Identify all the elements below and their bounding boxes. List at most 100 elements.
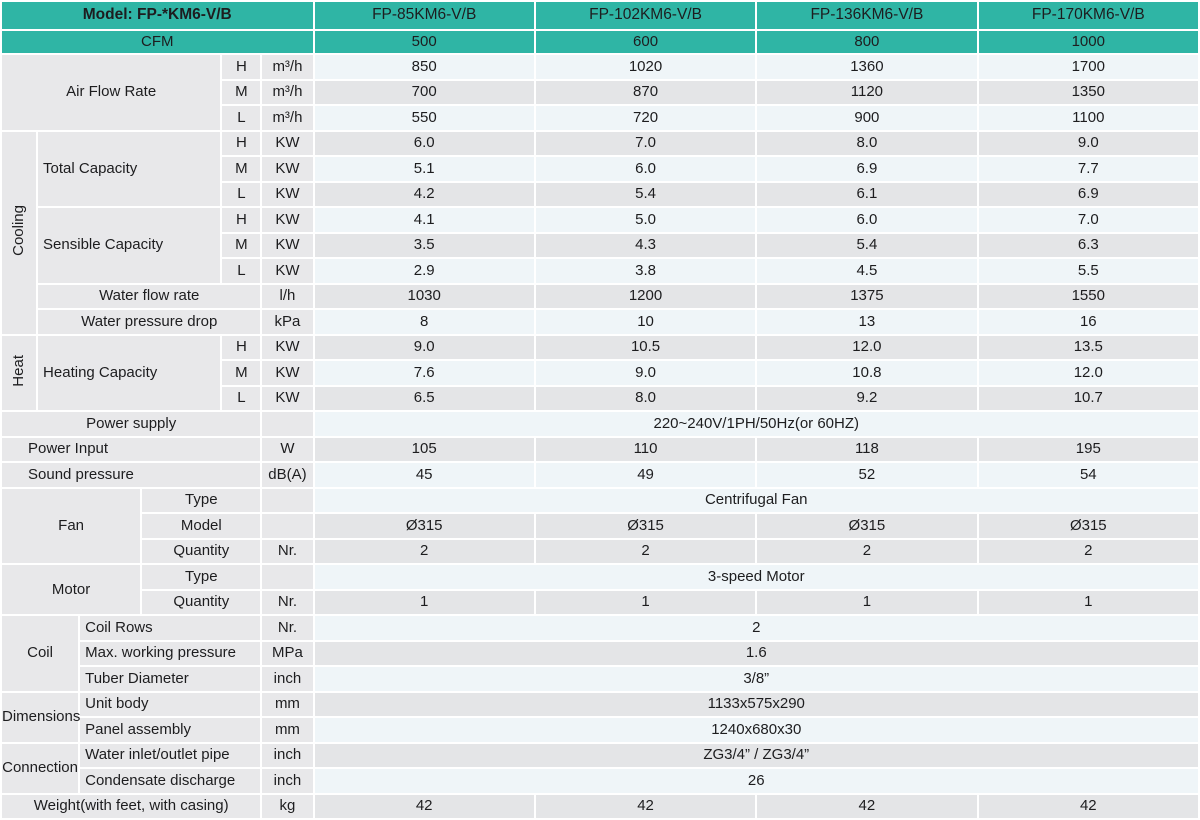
tuber-diameter-row: Tuber Diameter inch 3/8”	[2, 667, 1198, 691]
value-cell: 8	[314, 310, 534, 334]
row-label-total-capacity: Total Capacity	[38, 131, 221, 206]
value-cell: 7.0	[978, 208, 1198, 232]
heating-m-row: M KW 7.6 9.0 10.8 12.0	[2, 361, 1198, 385]
sensible-capacity-m-row: M KW 3.5 4.3 5.4 6.3	[2, 233, 1198, 257]
total-capacity-m-row: M KW 5.1 6.0 6.9 7.7	[2, 157, 1198, 181]
value-cell: 16	[978, 310, 1198, 334]
value-cell: 4.3	[535, 233, 756, 257]
header-row: Model: FP-*KM6-V/B FP-85KM6-V/B FP-102KM…	[2, 2, 1198, 29]
row-label-water-inlet-outlet-pipe: Water inlet/outlet pipe	[80, 743, 261, 767]
value-cell: 1550	[978, 284, 1198, 308]
value-cell: 550	[314, 106, 534, 130]
value-cell: 195	[978, 437, 1198, 461]
value-cell: 6.5	[314, 386, 534, 410]
value-cell: 3.5	[314, 233, 534, 257]
power-supply-row: Power supply 220~240V/1PH/50Hz(or 60HZ)	[2, 412, 1198, 436]
water-pressure-drop-row: Water pressure drop kPa 8 10 13 16	[2, 310, 1198, 334]
value-cell: 8.0	[535, 386, 756, 410]
value-cell: 6.1	[757, 182, 977, 206]
speed-label-m: M	[222, 157, 261, 181]
value-cell: 5.4	[757, 233, 977, 257]
row-label-coil-rows: Coil Rows	[80, 616, 261, 640]
value-cell: 870	[535, 80, 756, 104]
value-cell: 42	[757, 794, 977, 818]
unit-label-kw: KW	[262, 208, 313, 232]
value-cell: 2	[535, 539, 756, 563]
panel-assembly-row: Panel assembly mm 1240x680x30	[2, 718, 1198, 742]
sensible-capacity-h-row: Sensible Capacity H KW 4.1 5.0 6.0 7.0	[2, 208, 1198, 283]
value-cell: 10.7	[978, 386, 1198, 410]
value-cell: 5.4	[535, 182, 756, 206]
unit-label-kw: KW	[262, 361, 313, 385]
value-cell: 13	[757, 310, 977, 334]
value-cell: 2	[757, 539, 977, 563]
row-label-quantity: Quantity	[142, 539, 261, 563]
unit-label-nr: Nr.	[262, 616, 313, 640]
row-label-quantity: Quantity	[142, 590, 261, 614]
unit-label-mpa: MPa	[262, 641, 313, 665]
value-cell-tuber-diameter: 3/8”	[314, 667, 1198, 691]
condensate-discharge-row: Condensate discharge inch 26	[2, 769, 1198, 793]
cfm-label: CFM	[2, 31, 313, 53]
row-label-power-supply: Power supply	[2, 412, 261, 436]
sound-pressure-row: Sound pressure dB(A) 45 49 52 54	[2, 463, 1198, 487]
section-label-connection: Connection	[2, 743, 79, 793]
unit-label-kw: KW	[262, 233, 313, 257]
row-label-model: Model	[142, 514, 261, 538]
value-cell-max-working-pressure: 1.6	[314, 641, 1198, 665]
unit-label-dba: dB(A)	[262, 463, 313, 487]
value-cell: 42	[978, 794, 1198, 818]
unit-label-lh: l/h	[262, 284, 313, 308]
value-cell-motor-type: 3-speed Motor	[314, 565, 1198, 589]
value-cell: 49	[535, 463, 756, 487]
value-cell: 5.5	[978, 259, 1198, 283]
cfm-value-4: 1000	[978, 31, 1198, 53]
unit-label-kw: KW	[262, 386, 313, 410]
row-label-water-flow-rate: Water flow rate	[38, 284, 261, 308]
value-cell: 52	[757, 463, 977, 487]
speed-label-h: H	[222, 55, 261, 79]
model-col-header-1: FP-85KM6-V/B	[314, 2, 534, 29]
row-label-heating-capacity: Heating Capacity	[38, 335, 221, 410]
model-col-header-3: FP-136KM6-V/B	[757, 2, 977, 29]
section-label-cooling: Cooling	[2, 131, 37, 334]
value-cell: 6.0	[757, 208, 977, 232]
unit-label-mm: mm	[262, 692, 313, 716]
value-cell: 2.9	[314, 259, 534, 283]
unit-label-kg: kg	[262, 794, 313, 818]
value-cell: 6.9	[757, 157, 977, 181]
value-cell: 4.1	[314, 208, 534, 232]
value-cell: 1100	[978, 106, 1198, 130]
value-cell: 6.0	[535, 157, 756, 181]
value-cell: 1	[314, 590, 534, 614]
section-label-dimensions: Dimensions	[2, 692, 80, 742]
value-cell: 42	[535, 794, 756, 818]
value-cell: 1350	[978, 80, 1198, 104]
unit-body-row: Dimensions Unit body mm 1133x575x290	[2, 692, 1198, 742]
value-cell: 4.5	[757, 259, 977, 283]
value-cell: 10.8	[757, 361, 977, 385]
value-cell: 9.0	[314, 335, 534, 359]
row-label-weight: Weight(with feet, with casing)	[2, 794, 261, 818]
model-col-header-2: FP-102KM6-V/B	[535, 2, 756, 29]
value-cell: 1200	[535, 284, 756, 308]
fan-quantity-row: Quantity Nr. 2 2 2 2	[2, 539, 1198, 563]
value-cell: 2	[978, 539, 1198, 563]
value-cell-unit-body: 1133x575x290	[314, 692, 1198, 716]
row-label-unit-body: Unit body	[80, 692, 261, 716]
value-cell: 10.5	[535, 335, 756, 359]
value-cell: 42	[314, 794, 534, 818]
weight-row: Weight(with feet, with casing) kg 42 42 …	[2, 794, 1198, 818]
value-cell: 700	[314, 80, 534, 104]
cfm-value-1: 500	[314, 31, 534, 53]
model-title: Model: FP-*KM6-V/B	[2, 2, 313, 29]
value-cell: 118	[757, 437, 977, 461]
unit-label-m3h: m³/h	[262, 106, 313, 130]
value-cell-panel-assembly: 1240x680x30	[314, 718, 1198, 742]
unit-label-m3h: m³/h	[262, 80, 313, 104]
value-cell: 1030	[314, 284, 534, 308]
value-cell: 6.0	[314, 131, 534, 155]
value-cell: 7.0	[535, 131, 756, 155]
unit-label-nr: Nr.	[262, 590, 313, 614]
